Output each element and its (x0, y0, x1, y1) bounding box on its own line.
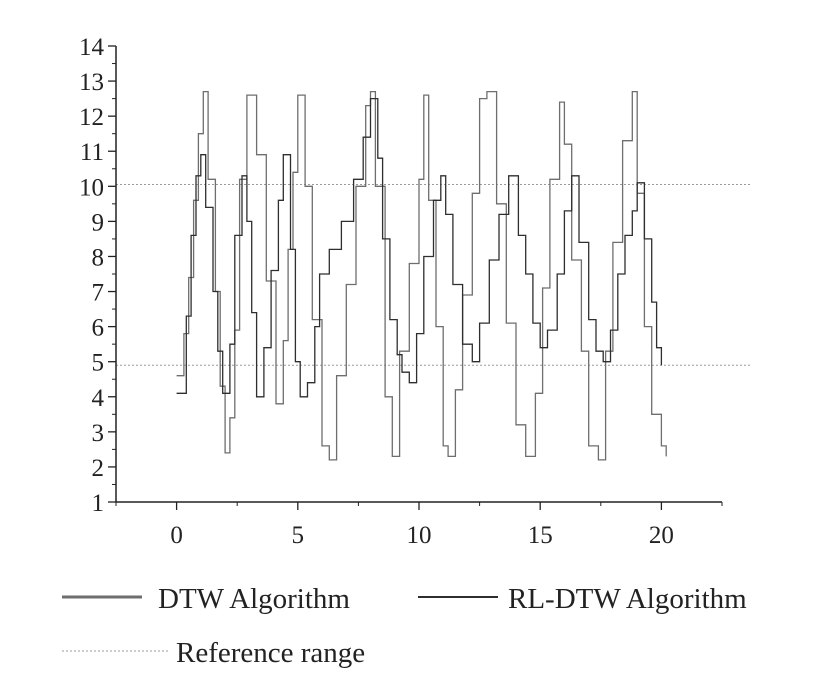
legend-label-rldtw: RL-DTW Algorithm (508, 583, 747, 615)
y-tick-label: 13 (79, 69, 104, 96)
y-tick-label: 9 (92, 209, 105, 236)
y-tick-label: 11 (80, 139, 104, 166)
legend: DTW Algorithm RL-DTW Algorithm Reference… (62, 583, 747, 669)
x-tick-label: 20 (649, 522, 674, 549)
reference-lines (116, 184, 752, 366)
legend-label-reference-range: Reference range (176, 637, 365, 669)
y-tick-label: 10 (79, 174, 104, 201)
y-tick-label: 2 (92, 455, 105, 482)
x-tick-label: 5 (292, 522, 305, 549)
series-line-rldtw (176, 97, 663, 398)
series-layer (176, 90, 667, 461)
y-tick-label: 6 (92, 315, 105, 342)
y-tick-label: 8 (92, 244, 105, 271)
legend-label-dtw: DTW Algorithm (158, 583, 350, 615)
y-tick-label: 1 (92, 490, 105, 517)
y-tick-label: 12 (79, 104, 104, 131)
y-tick-label: 7 (92, 280, 105, 307)
x-tick-label: 10 (407, 522, 432, 549)
x-tick-label: 15 (528, 522, 553, 549)
y-tick-label: 14 (79, 34, 105, 61)
axes (108, 45, 723, 510)
y-tick-label: 5 (92, 350, 105, 377)
series-line-dtw (176, 90, 667, 461)
y-tick-label: 4 (92, 385, 105, 412)
x-tick-label: 0 (170, 522, 183, 549)
y-tick-label: 3 (92, 420, 105, 447)
